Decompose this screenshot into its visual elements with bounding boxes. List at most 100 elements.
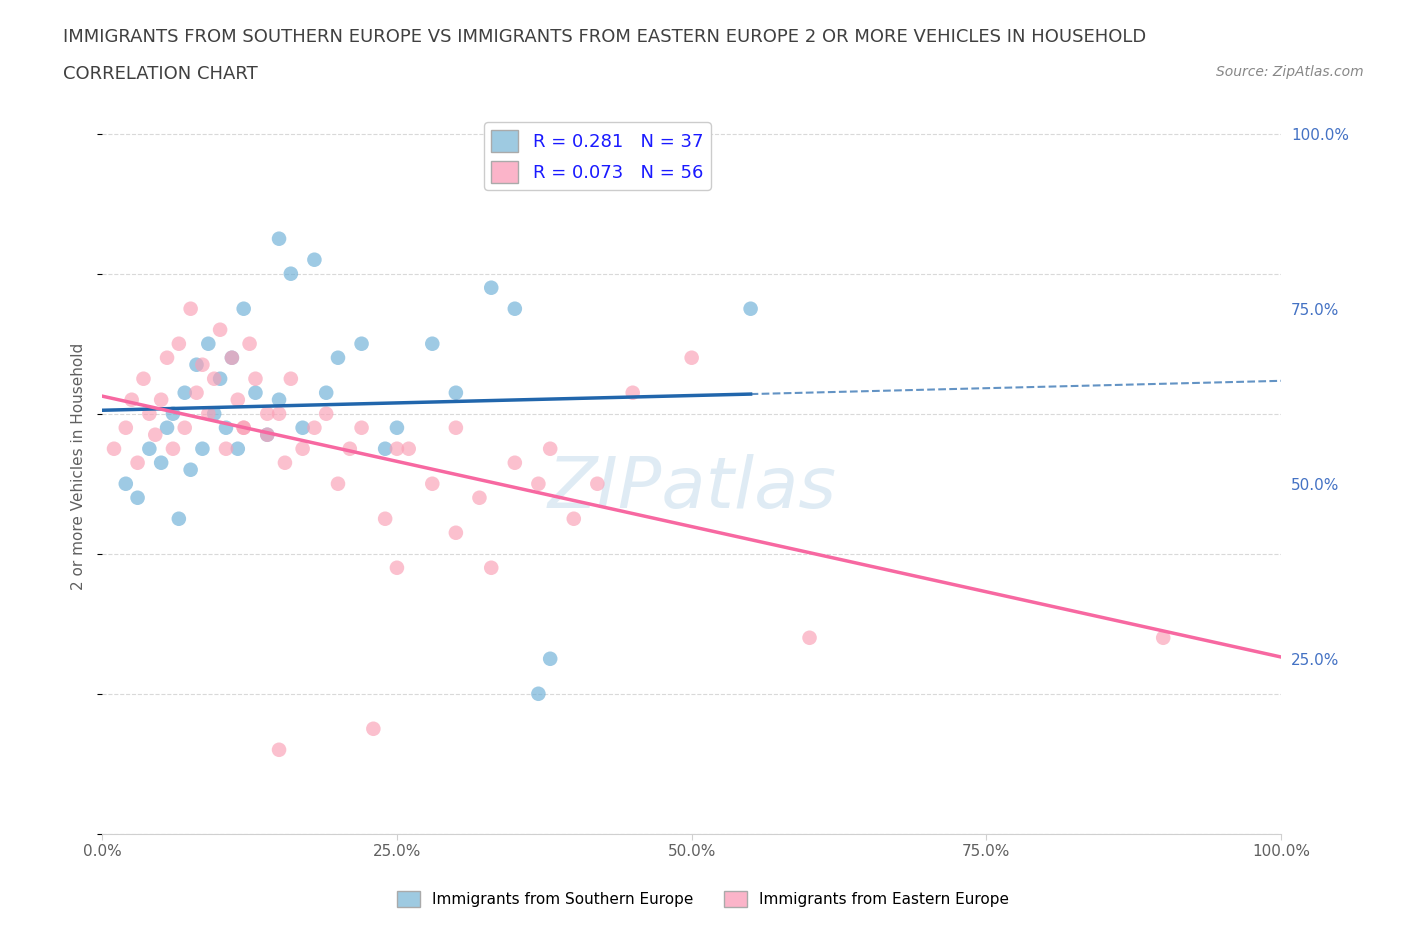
Point (215, 442, 238, 457)
Point (127, 490, 149, 505)
Point (197, 406, 219, 421)
Point (143, 427, 166, 442)
Point (291, 442, 314, 457)
Point (121, 392, 143, 407)
Point (326, 351, 349, 365)
Point (186, 357, 208, 372)
Point (245, 371, 267, 386)
Legend: Immigrants from Southern Europe, Immigrants from Eastern Europe: Immigrants from Southern Europe, Immigra… (391, 884, 1015, 913)
Point (209, 323, 232, 338)
Point (226, 392, 249, 407)
Point (527, 476, 550, 491)
Point (156, 351, 179, 365)
Point (103, 442, 125, 457)
Point (202, 406, 225, 421)
Point (197, 337, 219, 352)
Point (127, 456, 149, 471)
Point (150, 392, 173, 407)
Point (167, 512, 190, 526)
Point (374, 442, 396, 457)
Point (304, 252, 326, 267)
Point (444, 385, 467, 400)
Point (363, 722, 385, 737)
Point (291, 420, 314, 435)
Point (420, 337, 443, 352)
Point (202, 371, 225, 386)
Point (132, 371, 155, 386)
Point (420, 476, 443, 491)
Point (245, 385, 267, 400)
Point (162, 442, 184, 457)
Point (209, 371, 232, 386)
Point (232, 420, 254, 435)
Point (267, 392, 290, 407)
Point (339, 442, 361, 457)
Point (503, 456, 526, 471)
Point (1152, 631, 1174, 645)
Point (239, 337, 262, 352)
Legend: R = 0.281   N = 37, R = 0.073   N = 56: R = 0.281 N = 37, R = 0.073 N = 56 (484, 123, 710, 190)
Point (562, 512, 585, 526)
Point (232, 301, 254, 316)
Point (114, 476, 136, 491)
Point (385, 560, 408, 575)
Point (527, 686, 550, 701)
Text: CORRELATION CHART: CORRELATION CHART (63, 65, 259, 83)
Text: Source: ZipAtlas.com: Source: ZipAtlas.com (1216, 65, 1364, 79)
Point (150, 456, 173, 471)
Point (221, 351, 243, 365)
Point (538, 651, 561, 666)
Point (740, 301, 762, 316)
Point (350, 337, 373, 352)
Point (479, 280, 502, 295)
Point (444, 420, 467, 435)
Point (315, 406, 337, 421)
Point (256, 427, 278, 442)
Point (138, 406, 160, 421)
Point (162, 406, 184, 421)
Point (315, 385, 337, 400)
Point (173, 385, 195, 400)
Point (280, 266, 302, 281)
Point (681, 351, 703, 365)
Point (114, 420, 136, 435)
Point (191, 357, 214, 372)
Point (621, 385, 644, 400)
Point (479, 560, 502, 575)
Point (186, 385, 208, 400)
Point (267, 742, 290, 757)
Point (256, 427, 278, 442)
Point (180, 301, 202, 316)
Point (350, 420, 373, 435)
Text: IMMIGRANTS FROM SOUTHERN EUROPE VS IMMIGRANTS FROM EASTERN EUROPE 2 OR MORE VEHI: IMMIGRANTS FROM SOUTHERN EUROPE VS IMMIG… (63, 28, 1146, 46)
Point (385, 442, 408, 457)
Point (215, 420, 238, 435)
Point (191, 442, 214, 457)
Point (226, 442, 249, 457)
Point (256, 406, 278, 421)
Point (304, 420, 326, 435)
Point (167, 337, 190, 352)
Point (444, 525, 467, 540)
Point (280, 371, 302, 386)
Point (138, 442, 160, 457)
Point (468, 490, 491, 505)
Point (274, 456, 297, 471)
Point (173, 420, 195, 435)
Point (156, 420, 179, 435)
Point (267, 406, 290, 421)
Point (398, 442, 420, 457)
Point (267, 232, 290, 246)
Point (799, 631, 821, 645)
Point (374, 512, 396, 526)
Point (180, 462, 202, 477)
Point (221, 351, 243, 365)
Point (232, 420, 254, 435)
Point (503, 301, 526, 316)
Point (326, 476, 349, 491)
Point (586, 476, 609, 491)
Point (385, 420, 408, 435)
Text: ZIPatlas: ZIPatlas (547, 454, 837, 523)
Point (538, 442, 561, 457)
Y-axis label: 2 or more Vehicles in Household: 2 or more Vehicles in Household (72, 342, 86, 590)
